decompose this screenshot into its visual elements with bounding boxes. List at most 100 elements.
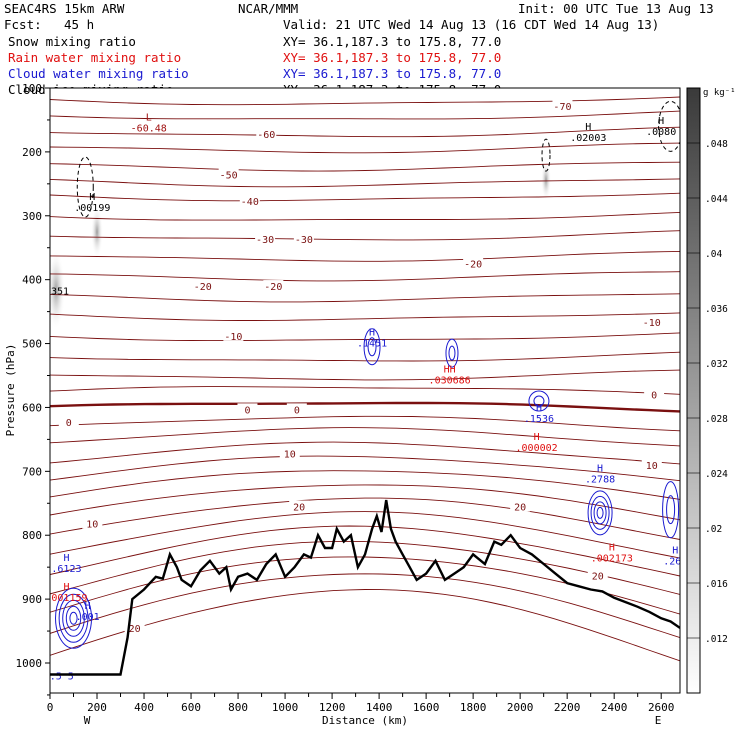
temperature-contour-line [50, 312, 680, 321]
temperature-contour-label: -10 [643, 318, 661, 329]
field-cloud-water-xy: XY= 36.1,187.3 to 175.8, 77.0 [283, 66, 501, 81]
temperature-contour-line [50, 401, 680, 413]
temperature-contour-line [50, 573, 680, 639]
colorbar-label: .012 [705, 634, 728, 645]
temperature-contour-labels: -70 -60 -50 -40 -30 -30 -20 -20 -20 -10 -10 0 0 0 0 10 1… [58, 99, 665, 635]
colorbar-unit: g kg⁻¹ [703, 88, 736, 98]
temperature-contour-label: 0 [651, 391, 657, 402]
temperature-contour-label: -10 [224, 332, 242, 343]
temperature-contour-label: 20 [293, 502, 305, 513]
temperature-label-backdrop [286, 403, 307, 415]
temperature-contour-label: -70 [553, 102, 571, 113]
cloud-contour-line [55, 587, 93, 649]
x-tick-label: 0 [47, 701, 54, 714]
x-tick-label: 1800 [460, 701, 487, 714]
temperature-label-backdrop [641, 315, 662, 327]
temperature-contour-line [50, 525, 680, 577]
extremum-value: .001159 [45, 593, 87, 604]
temperature-contour-line [50, 589, 680, 662]
extremum-value: .02003 [570, 133, 606, 144]
temperature-label-backdrop [293, 232, 314, 244]
organization-label: NCAR/MMM [238, 1, 298, 16]
extremum-mark: H [85, 601, 91, 612]
temperature-contour-line [50, 293, 680, 303]
colorbar-label: .04 [705, 249, 722, 260]
extremum-value: .266 [663, 557, 687, 568]
field-cloud-water-name: Cloud water mixing ratio [8, 66, 189, 81]
cloud-contour-line [590, 495, 610, 530]
temperature-contour-label: 10 [646, 461, 658, 472]
valid-time: Valid: 21 UTC Wed 14 Aug 13 (16 CDT Wed … [283, 17, 659, 32]
y-tick-label: 1000 [16, 657, 43, 670]
temperature-contour-label: 20 [514, 502, 526, 513]
temperature-label-backdrop [463, 257, 484, 269]
temperature-contour-line [50, 484, 680, 521]
temperature-contour-line [50, 427, 680, 447]
cloud-contour-line [541, 138, 551, 172]
temperature-contour-line [50, 497, 680, 540]
temperature-contour-label: -50 [220, 170, 238, 181]
temperature-contour-label: -60 [257, 130, 275, 141]
cloud-contours [55, 100, 680, 649]
y-tick-label: 200 [22, 146, 42, 159]
temperature-contour-line [50, 415, 680, 432]
cloud-contour-line [658, 100, 680, 152]
temperature-contour-line [50, 230, 680, 241]
extremum-mark: L [146, 112, 152, 123]
extremum-value: .1536 [524, 414, 554, 425]
temperature-label-backdrop [239, 195, 260, 207]
colorbar-ticks: .048 .044 .04 .036 .032 .028 .024 .02 .016 .012 [687, 87, 728, 694]
temperature-contour-line [50, 211, 680, 221]
colorbar-label: .016 [705, 579, 728, 590]
extremum-mark: H [658, 116, 664, 127]
figure-header: SEAC4RS 15km ARW NCAR/MMM Init: 00 UTC T… [4, 1, 714, 97]
temperature-contour-line [50, 540, 680, 595]
temperature-contour-line [50, 455, 680, 482]
east-end-label: E [655, 714, 662, 727]
extremum-value: .000002 [516, 443, 558, 454]
temperature-contour-line [50, 96, 680, 106]
temperature-label-backdrop [510, 500, 531, 512]
y-axis-title: Pressure (hPa) [4, 344, 17, 437]
colorbar-label: .028 [705, 414, 728, 425]
plot-content: -70 -60 -50 -40 -30 -30 -20 -20 -20 -10 -10 0 0 0 0 10 1… [45, 96, 687, 683]
temperature-contour-line [50, 351, 680, 362]
temperature-contour-label: 20 [129, 624, 141, 635]
y-tick-label: 400 [22, 274, 42, 287]
temperature-contour-line [50, 271, 680, 282]
shading-ice-mid [541, 160, 551, 200]
extremum-mark: H [672, 546, 678, 557]
extremum-value: -60.48 [131, 123, 167, 134]
x-tick-label: 200 [87, 701, 107, 714]
temperature-contour-line [50, 161, 680, 172]
temperature-contours [50, 96, 680, 662]
x-tick-label: 1000 [272, 701, 299, 714]
cloud-contour-line [662, 481, 680, 539]
extremum-value: .002173 [591, 553, 633, 564]
field-rain-name: Rain water mixing ratio [8, 50, 181, 65]
x-tick-label: 1600 [413, 701, 440, 714]
y-tick-label: 300 [22, 210, 42, 223]
extremum-value: .6123 [51, 564, 81, 575]
colorbar-label: .048 [705, 139, 728, 150]
shading-snow-west [50, 250, 65, 330]
cloud-contour-line [448, 345, 456, 361]
extremum-mark: H [585, 122, 591, 133]
x-tick-label: 800 [228, 701, 248, 714]
temperature-label-backdrop [552, 99, 573, 111]
extremum-mark: H [597, 464, 603, 475]
temperature-contour-label: -20 [464, 260, 482, 271]
x-tick-label: 2400 [601, 701, 628, 714]
cloud-contour-line [587, 490, 613, 536]
temperature-contour-label: -30 [295, 235, 313, 246]
temperature-contour-line [50, 110, 680, 120]
y-tick-label: 100 [22, 82, 42, 95]
temperature-label-backdrop [82, 517, 103, 529]
temperature-contour-line [50, 511, 680, 559]
cloud-contour-line [69, 611, 78, 625]
extremum-value: .2788 [585, 475, 615, 486]
temperature-contour-label: 10 [86, 520, 98, 531]
colorbar-label: .02 [705, 524, 722, 535]
cloud-contour-line [76, 156, 94, 218]
